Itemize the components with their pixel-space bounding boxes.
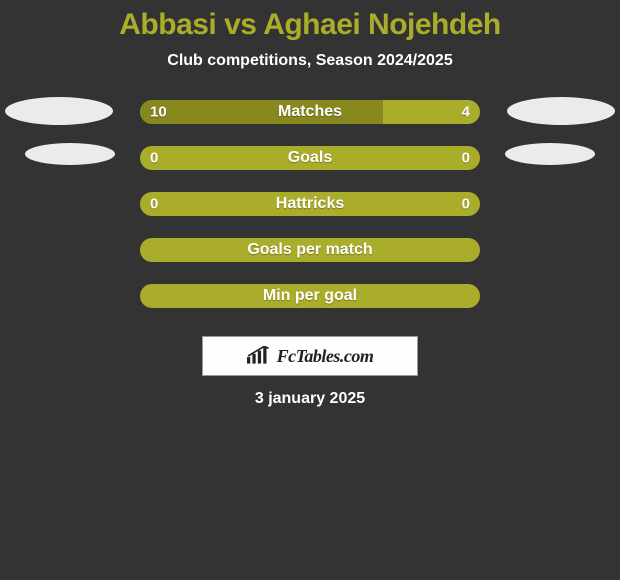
stat-value-right: 4	[462, 104, 470, 121]
comparison-title: Abbasi vs Aghaei Nojehdeh	[0, 8, 620, 42]
stat-label: Goals per match	[247, 241, 372, 259]
stat-bar: 0 Goals 0	[140, 146, 480, 170]
source-badge: FcTables.com	[202, 336, 418, 376]
stat-bar-fill	[140, 100, 383, 124]
stat-bar: Min per goal	[140, 284, 480, 308]
stats-block: 10 Matches 4 0 Goals 0 0 Hattricks 0 Goa…	[0, 100, 620, 330]
infographic-container: Abbasi vs Aghaei Nojehdeh Club competiti…	[0, 0, 620, 408]
stat-value-right: 0	[462, 150, 470, 167]
stat-row-goals: 0 Goals 0	[0, 146, 620, 192]
stat-value-left: 10	[150, 104, 167, 121]
source-badge-label: FcTables.com	[277, 346, 374, 367]
stat-label: Min per goal	[263, 287, 357, 305]
stat-value-left: 0	[150, 196, 158, 213]
season-subtitle: Club competitions, Season 2024/2025	[0, 52, 620, 70]
footer-date: 3 january 2025	[0, 390, 620, 408]
stat-value-left: 0	[150, 150, 158, 167]
stat-bar: 0 Hattricks 0	[140, 192, 480, 216]
stat-row-matches: 10 Matches 4	[0, 100, 620, 146]
chart-icon	[247, 346, 273, 366]
stat-value-right: 0	[462, 196, 470, 213]
stat-bar: 10 Matches 4	[140, 100, 480, 124]
stat-row-goals-per-match: Goals per match	[0, 238, 620, 284]
stat-row-hattricks: 0 Hattricks 0	[0, 192, 620, 238]
stat-label: Matches	[278, 103, 342, 121]
stat-row-min-per-goal: Min per goal	[0, 284, 620, 330]
stat-label: Goals	[288, 149, 332, 167]
stat-bar: Goals per match	[140, 238, 480, 262]
stat-label: Hattricks	[276, 195, 344, 213]
